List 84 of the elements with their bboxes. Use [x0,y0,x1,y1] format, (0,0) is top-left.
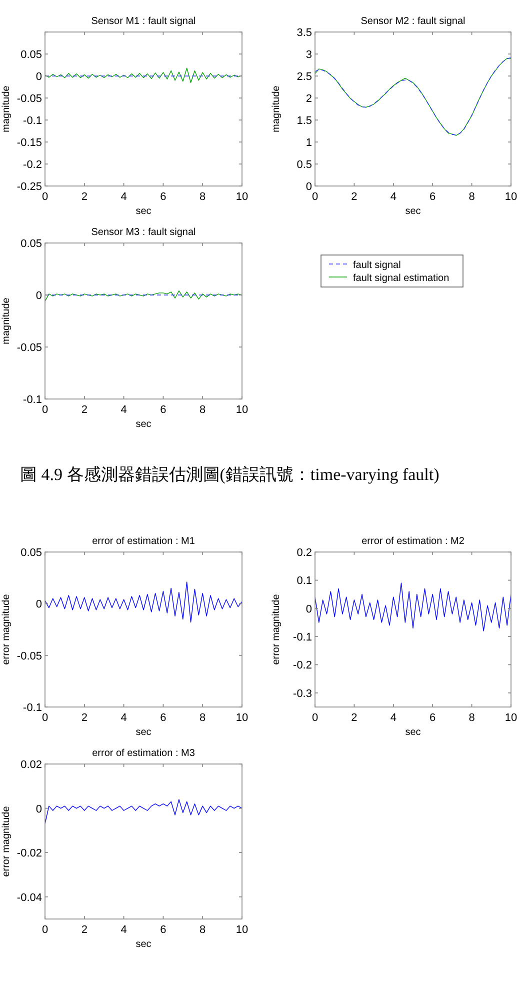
x-tick-label: 8 [200,924,206,936]
x-tick-label: 8 [200,712,206,724]
x-tick-label: 10 [504,712,518,724]
y-axis-title: error magnitude [271,594,282,665]
x-tick-label: 4 [120,924,127,936]
y-tick-label: -0.02 [16,848,42,860]
y-tick-label: 0.05 [20,49,42,61]
y-tick-label: -0.1 [23,115,42,127]
y-tick-label: -0.15 [16,137,42,149]
x-tick-label: 8 [468,712,475,724]
x-axis-title: sec [136,206,152,217]
x-tick-label: 6 [160,404,166,416]
y-tick-label: 0.05 [20,547,42,559]
x-axis-title: sec [405,206,421,217]
legend-label: fault signal estimation [353,273,450,284]
x-tick-label: 8 [468,191,475,203]
x-tick-label: 4 [120,712,127,724]
y-tick-label: 3.5 [296,27,312,39]
x-axis-title: sec [136,727,152,738]
chart-title: Sensor M3 : fault signal [91,227,196,238]
x-tick-label: 10 [236,924,248,936]
chart-title: error of estimation : M2 [362,536,465,547]
legend-label: fault signal [353,260,401,271]
y-tick-label: -0.1 [293,632,312,644]
y-tick-label: 0.5 [296,159,312,171]
x-tick-label: 6 [430,191,436,203]
x-tick-label: 4 [390,191,396,203]
y-tick-label: -0.05 [16,342,42,354]
x-tick-label: 2 [81,404,88,416]
y-tick-label: 0 [306,181,312,193]
y-tick-label: 0 [306,603,312,616]
x-tick-label: 10 [236,712,248,724]
x-tick-label: 4 [390,712,396,724]
x-tick-label: 2 [351,712,358,724]
x-tick-label: 2 [351,191,358,203]
x-tick-label: 4 [120,404,127,416]
x-tick-label: 8 [200,191,206,203]
chart-title: Sensor M2 : fault signal [360,16,466,27]
chart-title: Sensor M1 : fault signal [91,16,196,27]
chart-title: error of estimation : M3 [92,748,196,759]
x-tick-label: 8 [200,404,206,416]
y-tick-label: -0.05 [16,93,42,105]
y-tick-label: 3 [306,49,312,61]
x-tick-label: 2 [81,924,88,936]
y-axis-title: error magnitude [1,806,12,877]
x-axis-title: sec [136,939,152,950]
chart-title: error of estimation : M1 [92,536,196,547]
y-tick-label: 0.02 [20,759,42,771]
caption: 圖 4.9 各感測器錯誤估測圖(錯誤訊號：time-varying fault) [20,465,440,484]
y-tick-label: 0 [36,71,42,83]
y-axis-title: magnitude [1,85,12,132]
y-tick-label: -0.2 [23,159,42,171]
y-axis-title: error magnitude [1,594,12,665]
y-tick-label: 0 [36,598,42,611]
x-tick-label: 2 [81,191,88,203]
x-tick-label: 10 [236,191,248,203]
y-tick-label: -0.1 [23,394,42,406]
y-tick-label: -0.05 [16,650,42,662]
y-tick-label: 0 [36,290,42,302]
x-tick-label: 10 [236,404,248,416]
y-axis-title: magnitude [1,297,12,344]
y-tick-label: -0.2 [293,660,312,672]
y-tick-label: -0.3 [293,688,312,700]
y-tick-label: 0.05 [20,238,42,250]
y-tick-label: 0.1 [296,575,312,588]
x-tick-label: 6 [160,924,166,936]
x-tick-label: 2 [81,712,88,724]
x-tick-label: 6 [430,712,436,724]
x-tick-label: 4 [120,191,127,203]
y-tick-label: 2 [306,93,312,105]
x-axis-title: sec [405,727,421,738]
y-tick-label: -0.04 [16,892,42,904]
x-tick-label: 10 [504,191,518,203]
y-tick-label: 0 [36,803,42,816]
y-tick-label: 2.5 [296,71,312,83]
x-tick-label: 6 [160,191,166,203]
x-axis-title: sec [136,419,152,430]
y-tick-label: 0.2 [296,547,312,559]
y-tick-label: -0.1 [23,702,42,714]
y-tick-label: 1.5 [296,115,312,127]
y-tick-label: 1 [306,137,312,149]
x-tick-label: 6 [160,712,166,724]
y-tick-label: -0.25 [16,181,42,193]
y-axis-title: magnitude [271,85,282,132]
